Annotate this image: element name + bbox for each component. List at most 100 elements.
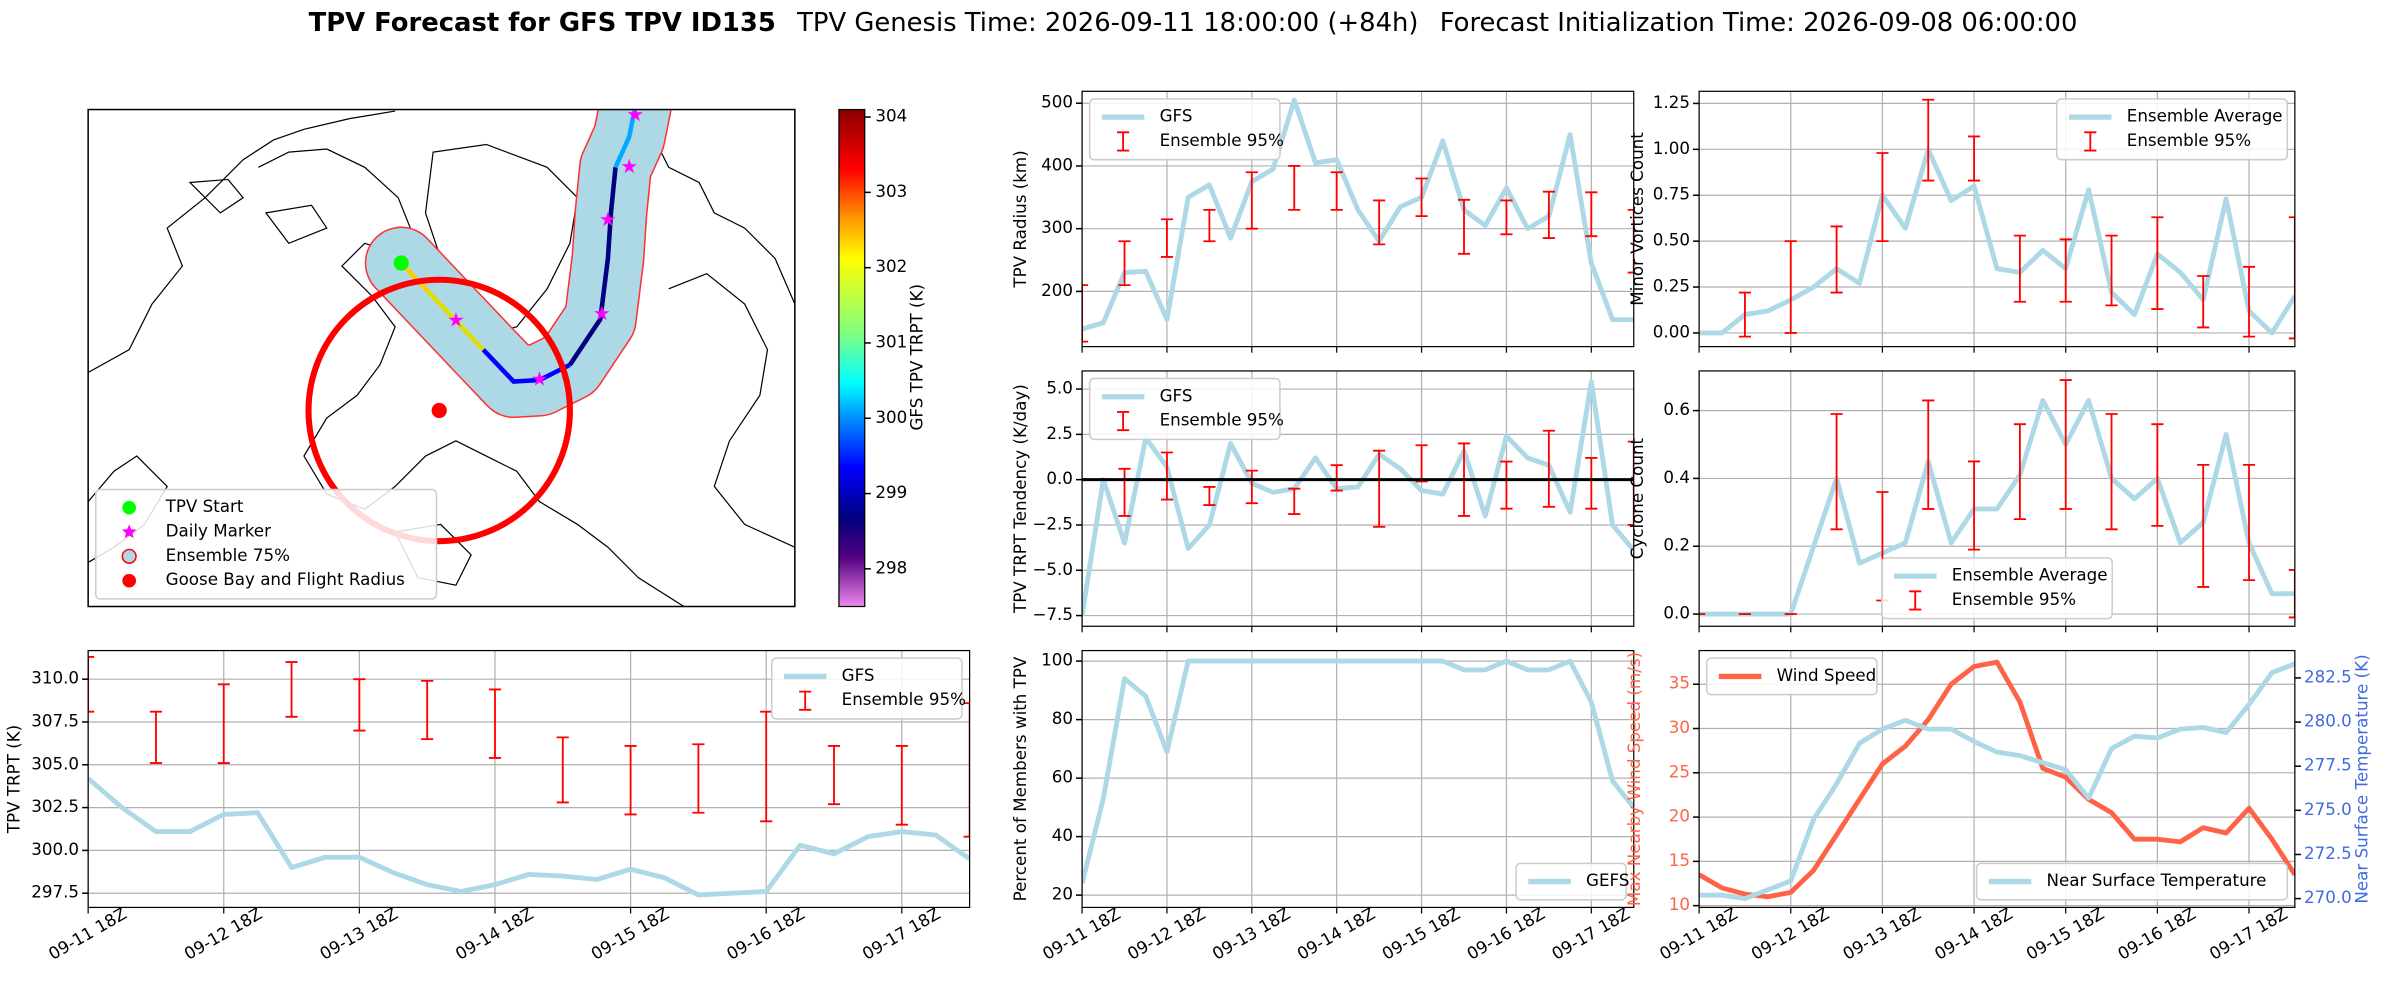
error-bar — [1330, 171, 1343, 211]
legend: Near Surface Temperature — [1975, 862, 2289, 901]
error-bar — [760, 710, 773, 823]
error-bar — [1542, 190, 1555, 240]
legend-label: TPV Start — [165, 496, 244, 516]
axes-frame — [1698, 90, 2296, 348]
error-bar — [827, 745, 841, 806]
error-bar — [1203, 485, 1216, 506]
y-axis-label: Percent of Members with TPV — [1010, 656, 1030, 901]
y-tick-label: 0.2 — [1663, 535, 1690, 555]
y-tick-label: 300.0 — [31, 839, 79, 859]
colorbar-tick-label: 301 — [875, 331, 907, 351]
error-bar — [1830, 225, 1843, 294]
colorbar-tick-label: 299 — [875, 482, 907, 502]
tpv-start — [393, 255, 409, 271]
y-tick-label: 40 — [1052, 825, 1073, 845]
x-tick-label: 09-14 18Z — [452, 903, 537, 964]
y-tick-label: 0.4 — [1663, 467, 1690, 487]
error-bar — [1542, 429, 1555, 508]
error-bar — [1288, 165, 1301, 211]
plot-content — [1699, 379, 2295, 619]
error-bar — [1784, 240, 1797, 334]
plot-content — [1699, 98, 2295, 340]
error-bar — [421, 679, 434, 741]
error-bar — [1245, 469, 1258, 505]
x-tick-label: 09-13 18Z — [316, 903, 401, 964]
legend: GEFS — [1515, 862, 1629, 901]
legend-swatch — [1909, 590, 1922, 611]
error-bar — [2105, 234, 2118, 307]
error-bar — [1876, 152, 1889, 243]
y-tick-label: 200 — [1041, 280, 1073, 300]
legend-label: GFS — [1160, 385, 1193, 405]
axes-frame — [1081, 90, 1635, 348]
legend-label: Ensemble 95% — [2127, 130, 2251, 150]
y2-axis-label: Near Surface Temperature (K) — [2352, 654, 2372, 903]
y-axis-label: TPV TRPT Tendency (K/day) — [1010, 384, 1030, 614]
y-tick-label: 80 — [1052, 708, 1073, 728]
error-bar — [1585, 191, 1598, 238]
legend-swatch — [122, 573, 137, 588]
axes-frame — [1081, 370, 1635, 627]
daily-markers: ★ ★ ★ ★ ★ ★ — [447, 103, 644, 391]
line — [1082, 658, 1634, 885]
legend-swatch — [1117, 411, 1130, 432]
plot-content — [1082, 658, 1634, 885]
y-tick-label: 305.0 — [31, 753, 79, 773]
track — [426, 290, 485, 352]
error-bar — [556, 736, 569, 804]
svg-text:★: ★ — [626, 103, 644, 126]
line — [1699, 146, 2295, 336]
error-bar — [895, 745, 908, 826]
plot-content — [1082, 97, 1634, 343]
x-tick-label: 09-15 18Z — [587, 903, 672, 964]
y-tick-label: 300 — [1041, 217, 1073, 237]
error-bar — [2242, 463, 2256, 582]
error-bar — [1922, 399, 1935, 510]
flight-radius — [305, 276, 573, 545]
y-tick-label: 0.0 — [1663, 603, 1690, 623]
x-tick-label: 09-17 18Z — [1548, 903, 1633, 964]
error-bar — [624, 745, 637, 816]
y-axis-label: TPV Radius (km) — [1010, 150, 1030, 288]
legend: GFS Ensemble 95% — [770, 657, 966, 720]
plot-content — [88, 655, 970, 898]
legend-label: Wind Speed — [1777, 665, 1877, 685]
axes-frame — [1081, 649, 1635, 909]
error-bar — [1627, 208, 1634, 274]
legend-box — [1515, 862, 1627, 901]
line — [1699, 659, 2295, 900]
legend-label: GFS — [1160, 106, 1193, 126]
legend-box — [1088, 98, 1281, 161]
error-bar — [2288, 216, 2295, 340]
legend-swatch — [122, 500, 137, 515]
y-tick-label: 310.0 — [31, 668, 79, 688]
error-bar — [1373, 449, 1386, 528]
y-tick-label: 25 — [1669, 761, 1690, 781]
y-axis-label: Minor Vortices Count — [1627, 132, 1647, 306]
error-bar — [1160, 218, 1174, 258]
y-tick-label: 60 — [1052, 767, 1073, 787]
legend-swatch — [121, 548, 137, 564]
y-tick-label: 0.75 — [1653, 184, 1690, 204]
y-tick-label: −5.0 — [1032, 559, 1073, 579]
x-tick-label: 09-14 18Z — [1293, 903, 1378, 964]
y-tick-label: 100 — [1041, 650, 1073, 670]
error-bar — [1203, 208, 1216, 243]
track — [481, 348, 571, 384]
y-tick-label: 5.0 — [1046, 378, 1073, 398]
colorbar — [838, 108, 866, 608]
x-tick-label: 09-17 18Z — [859, 903, 944, 964]
legend-swatch — [2084, 131, 2097, 152]
colorbar-tick-label: 302 — [875, 256, 907, 276]
legend-box — [1975, 862, 2289, 901]
error-bar — [217, 683, 230, 764]
title-init: Forecast Initialization Time: 2026-09-08… — [1440, 7, 2078, 37]
x-tick-label: 09-17 18Z — [2206, 903, 2291, 964]
map-frame — [87, 108, 796, 608]
error-bar — [2059, 379, 2072, 510]
error-bar — [1082, 284, 1089, 343]
y-tick-label: 0.0 — [1046, 468, 1073, 488]
x-tick-label: 09-14 18Z — [1931, 903, 2016, 964]
map-overlay: ★ ★ ★ ★ ★ ★ — [305, 103, 672, 545]
